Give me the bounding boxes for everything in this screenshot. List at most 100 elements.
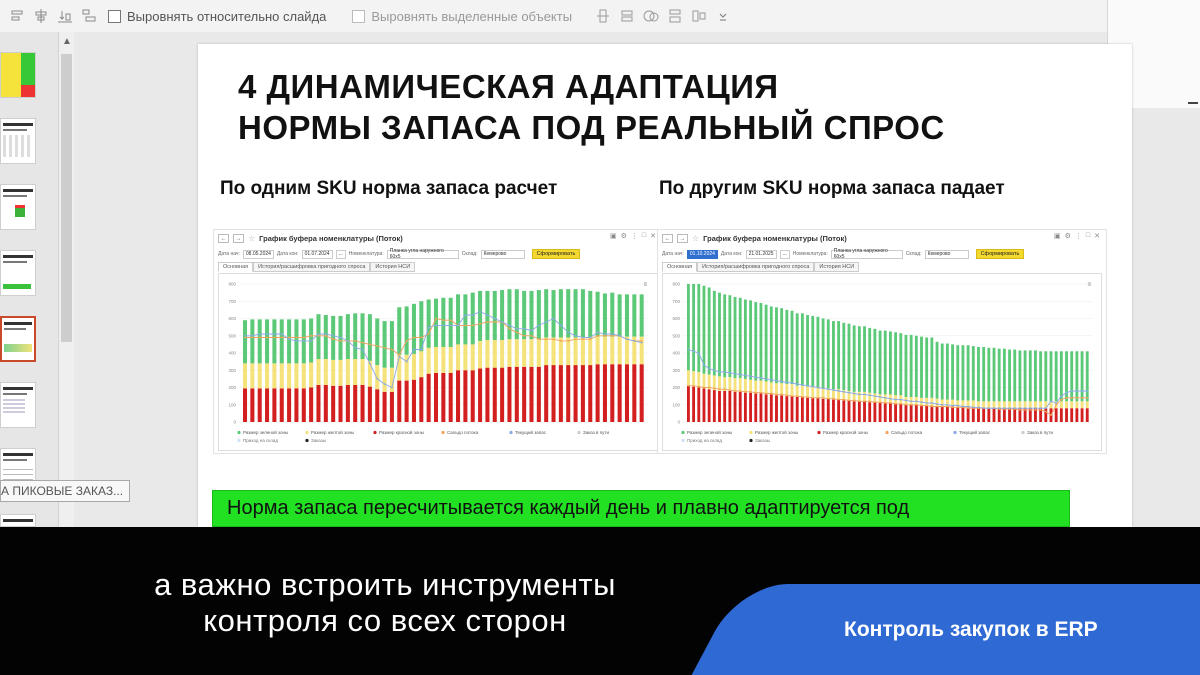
stock-point xyxy=(718,371,721,373)
saldo-point xyxy=(837,398,840,401)
saldo-point xyxy=(827,397,830,400)
arrange-icon[interactable] xyxy=(690,7,708,25)
group-icon[interactable] xyxy=(618,7,636,25)
slide-thumbnail[interactable] xyxy=(0,52,36,98)
close-icon[interactable]: ✕ xyxy=(650,233,656,240)
align-to-slide-checkbox[interactable]: Выровнять относительно слайда xyxy=(108,9,326,24)
saldo-point xyxy=(806,396,809,398)
scroll-up-icon[interactable]: ▲ xyxy=(62,36,72,47)
bar-red-zone xyxy=(889,403,892,422)
maximize-icon[interactable]: □ xyxy=(641,232,647,239)
maximize-icon[interactable]: □ xyxy=(1085,232,1091,239)
bar-yellow-zone xyxy=(529,339,534,367)
bar-red-zone xyxy=(997,408,1001,422)
bar-red-zone xyxy=(759,393,763,422)
bar-red-zone xyxy=(920,405,923,422)
bar-red-zone xyxy=(842,400,846,422)
y-tick-label: 500 xyxy=(228,333,236,338)
form-button[interactable]: Сформировать xyxy=(531,249,581,259)
checkbox-box[interactable] xyxy=(352,9,366,23)
stock-point xyxy=(1034,407,1037,410)
shapes-icon[interactable] xyxy=(642,7,661,25)
more-icon[interactable]: ⋮ xyxy=(1074,233,1082,240)
tab-main[interactable]: Основная xyxy=(662,262,698,272)
bar-red-zone xyxy=(624,364,630,422)
bar-red-zone xyxy=(536,366,541,422)
warehouse-input[interactable]: Кемерово xyxy=(480,249,525,259)
align-selected-checkbox[interactable]: Выровнять выделенные объекты xyxy=(352,9,572,24)
settings-icon[interactable]: ⚙ xyxy=(1064,233,1071,240)
bar-yellow-zone xyxy=(769,382,773,395)
warehouse-input[interactable]: Кемерово xyxy=(924,249,969,259)
date-to-input[interactable]: 01.07.2024 xyxy=(301,249,333,259)
saldo-point xyxy=(765,392,768,395)
bar-green-zone xyxy=(265,319,270,364)
tab-main[interactable]: Основная xyxy=(218,262,254,272)
more-dropdown-icon[interactable] xyxy=(714,7,732,25)
saldo-point xyxy=(801,396,804,398)
bar-green-zone xyxy=(883,330,887,395)
star-icon[interactable]: ☆ xyxy=(692,234,700,243)
slide-thumbnail[interactable] xyxy=(0,118,36,164)
slide-title-line2: НОРМЫ ЗАПАСА ПОД РЕАЛЬНЫЙ СПРОС xyxy=(238,109,945,146)
stock-point xyxy=(692,350,695,353)
bar-yellow-zone xyxy=(832,389,835,400)
close-icon[interactable]: ✕ xyxy=(1094,233,1100,240)
item-input[interactable]: Планка угла наружного 60х5 xyxy=(386,248,459,260)
align-center-icon[interactable] xyxy=(32,7,50,25)
print-icon[interactable]: ▣ xyxy=(1053,233,1061,240)
form-button[interactable]: Сформировать xyxy=(975,249,1025,259)
layer-icon[interactable] xyxy=(666,7,684,25)
saldo-point xyxy=(310,334,313,337)
stock-point xyxy=(1075,390,1078,392)
checkbox-box[interactable] xyxy=(108,9,121,23)
forward-arrow-icon[interactable]: → xyxy=(233,234,244,243)
stock-point xyxy=(765,377,768,380)
y-tick-label: 600 xyxy=(228,316,236,321)
bar-green-zone xyxy=(868,327,872,393)
bar-red-zone xyxy=(345,384,350,422)
period-button[interactable]: ... xyxy=(335,249,346,259)
slide-thumbnail-active[interactable] xyxy=(0,316,36,362)
tab-nsi-history[interactable]: История НСИ xyxy=(814,262,860,272)
chart-menu-icon: ≡ xyxy=(643,282,647,288)
date-to-input[interactable]: 21.01.2025 xyxy=(745,249,777,259)
bar-red-zone xyxy=(353,384,358,422)
settings-icon[interactable]: ⚙ xyxy=(620,233,627,240)
date-from-input[interactable]: 01.10.2024 xyxy=(686,249,718,259)
slide-thumbnail[interactable] xyxy=(0,250,36,296)
period-button[interactable]: ... xyxy=(779,249,790,259)
distribute-icon[interactable] xyxy=(80,7,98,25)
legend-label: Размер желтой зоны xyxy=(755,429,798,435)
bar-red-zone xyxy=(738,391,742,422)
align-left-icon[interactable] xyxy=(8,7,26,25)
back-arrow-icon[interactable]: ← xyxy=(662,234,673,243)
slide-thumbnail[interactable] xyxy=(0,382,36,428)
item-input[interactable]: Планка угла наружного 60х5 xyxy=(830,248,903,260)
tab-demand-history[interactable]: История/расшифровка пригодного спроса xyxy=(697,262,815,272)
slide-thumbnail[interactable] xyxy=(0,514,36,527)
tab-nsi-history[interactable]: История НСИ xyxy=(370,262,416,272)
forward-arrow-icon[interactable]: → xyxy=(677,234,688,243)
saldo-point xyxy=(288,336,290,339)
legend-label: Размер зеленой зоны xyxy=(243,429,288,435)
bar-green-zone xyxy=(935,341,939,399)
stock-point xyxy=(310,340,313,342)
bar-yellow-zone xyxy=(522,339,527,367)
bar-yellow-zone xyxy=(375,365,380,390)
slide-thumbnail[interactable] xyxy=(0,184,36,230)
date-from-input[interactable]: 08.05.2024 xyxy=(242,249,274,259)
star-icon[interactable]: ☆ xyxy=(248,234,256,243)
scroll-thumb[interactable] xyxy=(61,54,72,342)
bar-yellow-zone xyxy=(925,397,929,406)
align-bottom-icon[interactable] xyxy=(56,7,74,25)
slide-canvas[interactable]: 4 ДИНАМИЧЕСКАЯ АДАПТАЦИЯ НОРМЫ ЗАПАСА ПО… xyxy=(198,44,1132,527)
bar-green-zone xyxy=(847,323,851,391)
distribute-vertical-icon[interactable] xyxy=(594,7,612,25)
stock-point xyxy=(1003,407,1006,410)
tab-demand-history[interactable]: История/расшифровка пригодного спроса xyxy=(253,262,371,272)
back-arrow-icon[interactable]: ← xyxy=(218,234,229,243)
more-icon[interactable]: ⋮ xyxy=(630,233,638,240)
print-icon[interactable]: ▣ xyxy=(609,233,617,240)
thumbnails-scrollbar[interactable]: ▲ xyxy=(58,32,74,527)
